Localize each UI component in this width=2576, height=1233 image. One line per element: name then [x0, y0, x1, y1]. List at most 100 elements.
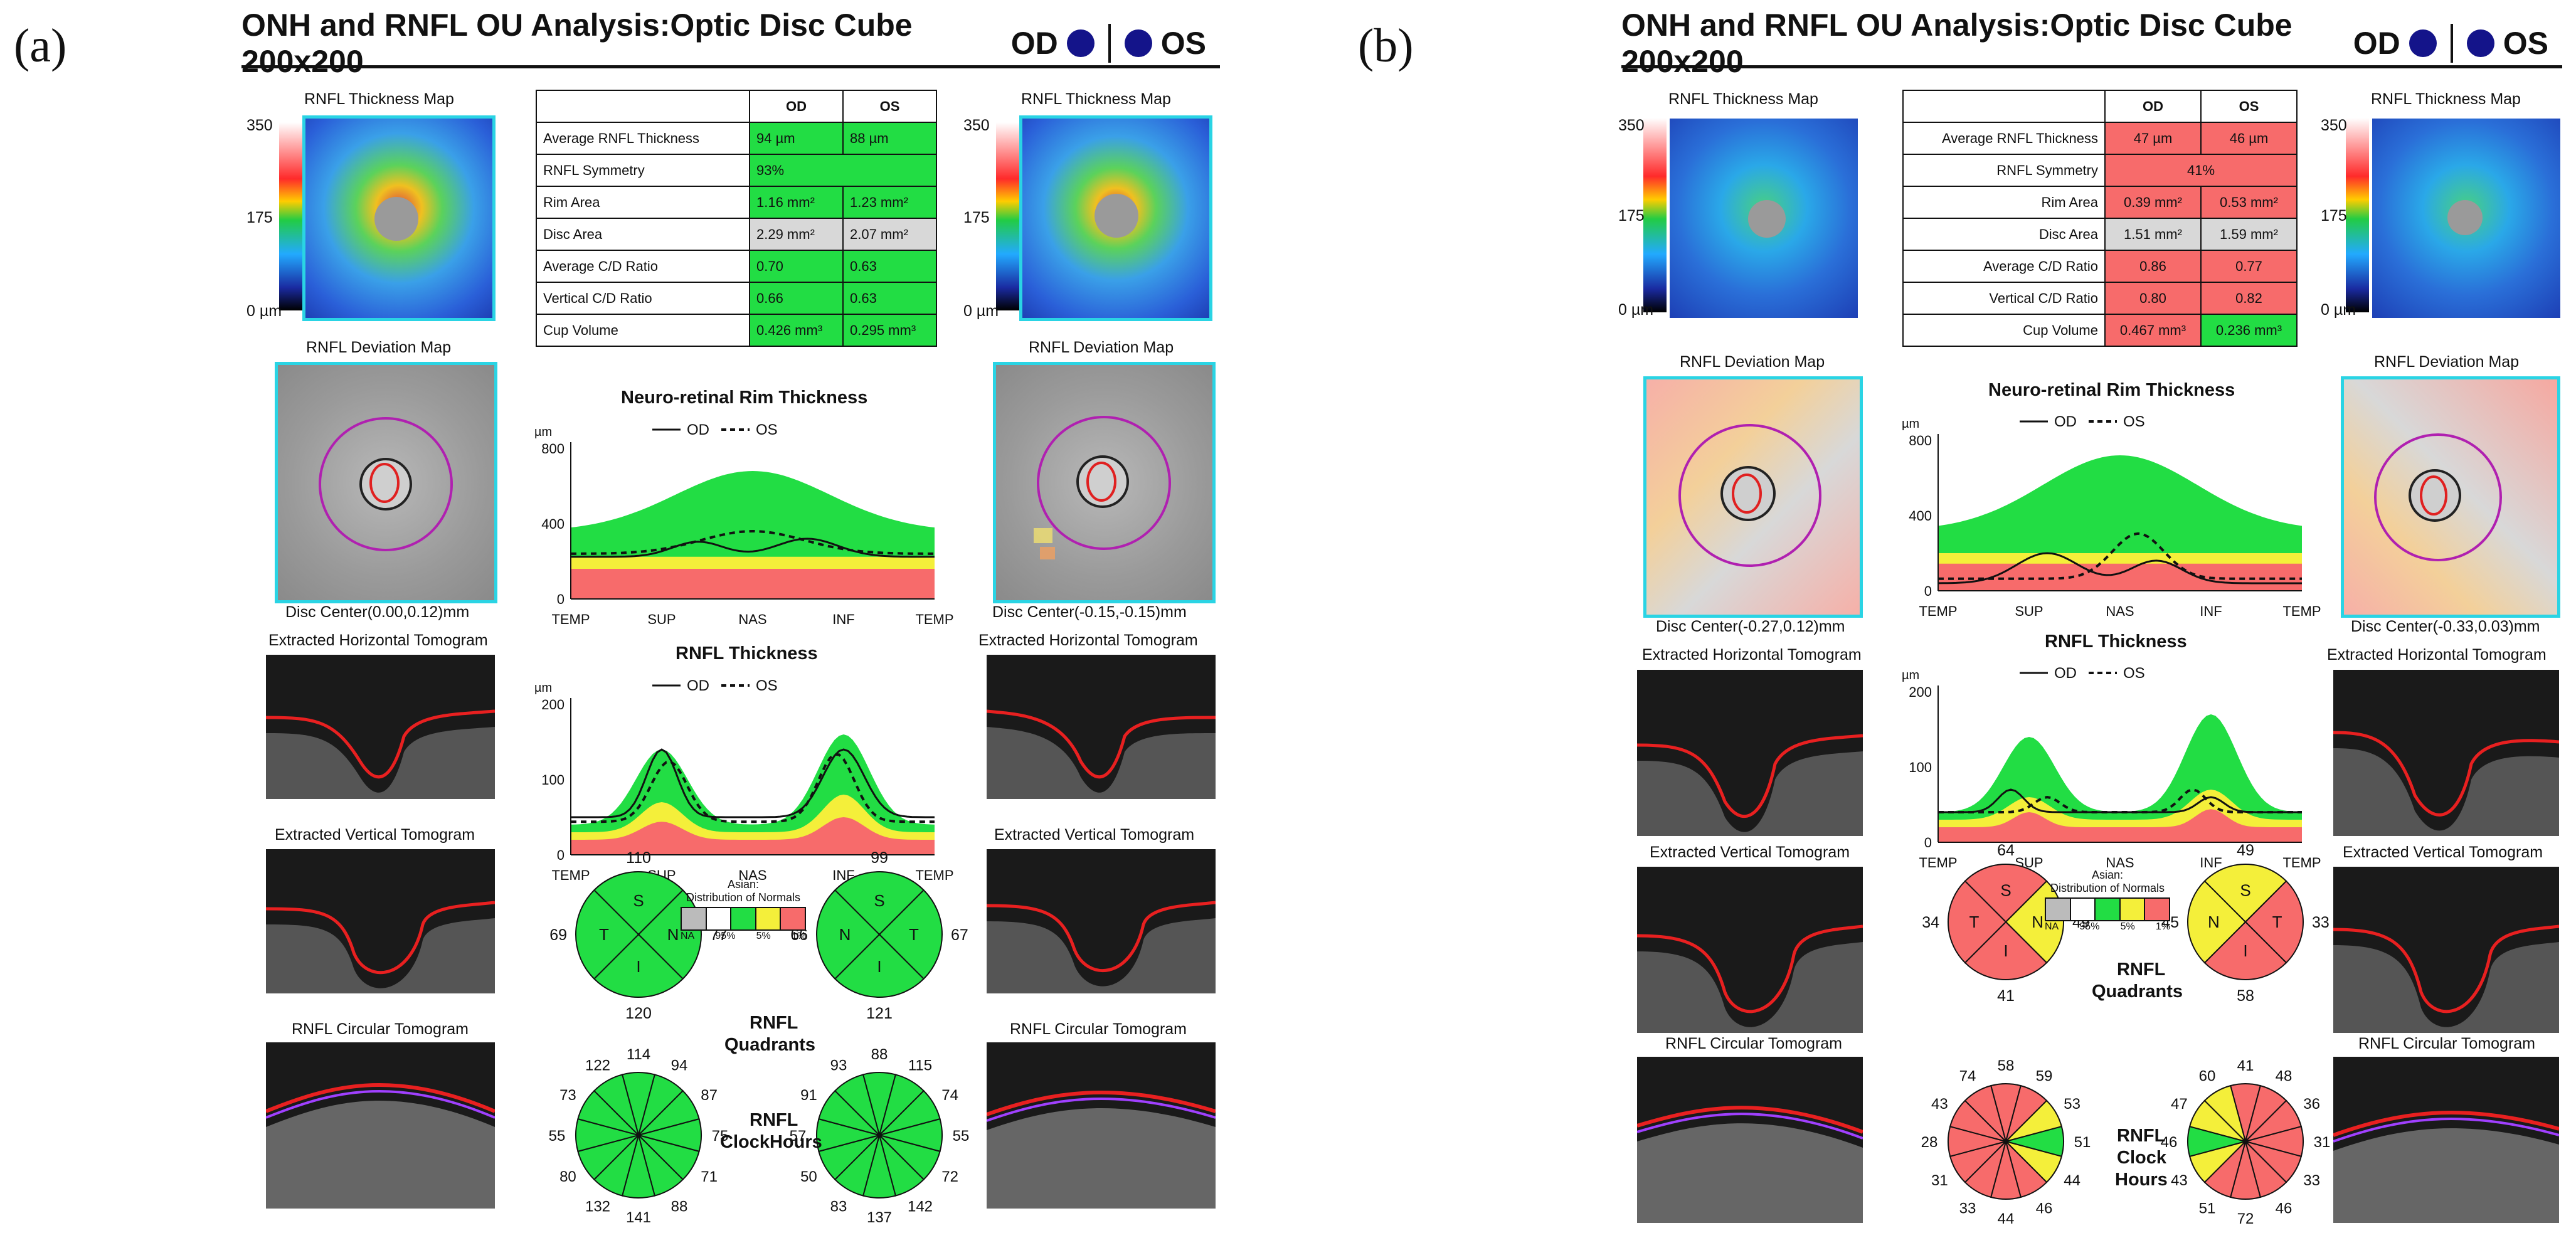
- os-horizontal-tomogram: [2333, 670, 2559, 836]
- x-tick-label: NAS: [2106, 855, 2134, 871]
- os-scale-tick-0: 0 µm: [2321, 301, 2356, 319]
- quadrant-letter: S: [2240, 881, 2250, 900]
- quadrant-letter: S: [874, 891, 884, 910]
- quadrant-letter: T: [2272, 913, 2282, 931]
- cell-os: 0.82: [2200, 282, 2298, 315]
- od-optic-disc: [374, 197, 418, 241]
- x-tick-label: TEMP: [2282, 855, 2321, 871]
- od-vertical-tomogram: [266, 849, 495, 993]
- metrics-table-b: OD OS Average RNFL Thickness 47 µm 46 µm RN…: [1902, 90, 2298, 347]
- y-unit-label: µm: [1902, 669, 1919, 682]
- od-dot-icon: [2409, 29, 2437, 57]
- cell-od: 94 µm: [749, 122, 844, 155]
- os-scale-tick-0: 0 µm: [963, 302, 999, 320]
- od-vertical-tomogram: [1637, 867, 1863, 1033]
- clock-value: 55: [953, 1128, 970, 1145]
- x-tick-label: TEMP: [551, 611, 590, 627]
- quadrant-value: 49: [2237, 842, 2254, 859]
- quadrant-value: 69: [549, 926, 567, 944]
- clock-value: 87: [701, 1087, 718, 1104]
- x-tick-label: SUP: [2015, 603, 2043, 619]
- normals-tick: 95%: [2079, 921, 2100, 932]
- legend-os-label: OS: [756, 677, 778, 694]
- od-vertical-tomo-caption: Extracted Vertical Tomogram: [275, 826, 475, 844]
- clock-value: 48: [2276, 1067, 2292, 1084]
- clock-value: 57: [790, 1128, 807, 1145]
- od-eye: OD: [2340, 25, 2451, 61]
- clock-value: 80: [559, 1168, 576, 1185]
- quadrant-letter: N: [839, 925, 851, 944]
- y-tick-label: 200: [1909, 684, 1932, 700]
- os-deviation-map: [2341, 376, 2560, 618]
- clock-value: 33: [1959, 1200, 1976, 1217]
- cell-od: 0.426 mm³: [749, 314, 844, 347]
- cell-od: 47 µm: [2104, 122, 2202, 155]
- cell-os: 0.295 mm³: [842, 314, 937, 347]
- od-horizontal-tomo-caption: Extracted Horizontal Tomogram: [1642, 646, 1862, 664]
- os-scale-tick-350: 350: [963, 117, 990, 134]
- metrics-table-a: OD OS Average RNFL Thickness 94 µm 88 µm RN…: [536, 90, 937, 347]
- col-od: OD: [749, 90, 844, 123]
- quadrant-value: 58: [2237, 987, 2254, 1005]
- clock-value: 31: [2314, 1134, 2331, 1151]
- col-os: OS: [842, 90, 937, 123]
- quadrant-sector: [834, 871, 925, 936]
- cell-os: 0.63: [842, 282, 937, 315]
- quadrants-label-2: Quadrants: [724, 1035, 816, 1055]
- clock-sector: [2203, 1084, 2247, 1144]
- clock-value: 47: [2171, 1096, 2188, 1113]
- quadrant-letter: N: [667, 925, 679, 944]
- normals-tick: NA: [681, 931, 695, 941]
- cell-symmetry: 93%: [749, 154, 937, 187]
- x-tick-label: TEMP: [1919, 855, 1957, 871]
- quadrant-letter: S: [633, 891, 644, 910]
- os-horizontal-tomogram: [987, 655, 1216, 799]
- os-circular-tomo-caption: RNFL Circular Tomogram: [2358, 1035, 2536, 1052]
- normals-legend: Asian: Distribution of Normals NA 95% 5% 1%: [2045, 869, 2170, 933]
- x-tick-label: INF: [832, 611, 854, 627]
- y-tick-label: 0: [557, 847, 564, 863]
- legend-od-label: OD: [2054, 665, 2077, 682]
- panel-b: (b) ONH and RNFL OU Analysis:Optic Disc …: [1305, 0, 2576, 1233]
- x-tick-label: INF: [2200, 855, 2222, 871]
- clock-value: 72: [941, 1168, 958, 1185]
- header-divider: [1108, 24, 1111, 63]
- clock-value: 44: [2064, 1172, 2080, 1189]
- os-vertical-tomogram: [987, 849, 1216, 993]
- os-label: OS: [1160, 26, 1206, 61]
- os-horizontal-tomo-caption: Extracted Horizontal Tomogram: [978, 632, 1198, 649]
- row-label: Vertical C/D Ratio: [1902, 282, 2106, 315]
- normal-red-band: [1938, 563, 2302, 591]
- quadrant-sector: [593, 933, 684, 998]
- cell-od: 1.16 mm²: [749, 186, 844, 219]
- normals-tick: 95%: [715, 931, 736, 941]
- quadrant-sector: [1964, 921, 2048, 980]
- os-thickness-map-caption: RNFL Thickness Map: [1021, 90, 1171, 108]
- quadrant-value: 41: [1997, 987, 2015, 1005]
- x-tick-label: INF: [2200, 603, 2222, 619]
- quadrant-value: 33: [2312, 914, 2330, 931]
- x-tick-label: NAS: [738, 867, 766, 883]
- od-curve: [571, 748, 935, 818]
- clock-value: 41: [2237, 1057, 2254, 1074]
- clock-value: 36: [2303, 1096, 2320, 1113]
- x-tick-label: TEMP: [915, 867, 953, 883]
- clock-value: 142: [908, 1199, 933, 1215]
- od-optic-disc: [1748, 200, 1786, 238]
- cell-od: 2.29 mm²: [749, 218, 844, 251]
- clock-value: 115: [908, 1057, 932, 1074]
- normal-red-band: [571, 569, 935, 599]
- y-tick-label: 0: [1924, 583, 1932, 599]
- os-scale-tick-175: 175: [2321, 207, 2347, 225]
- os-label: OS: [2503, 26, 2548, 61]
- legend-od-label: OD: [687, 421, 709, 438]
- od-color-scale: [279, 122, 304, 310]
- quadrant-sector: [878, 889, 943, 980]
- clock-value: 55: [549, 1128, 566, 1145]
- figure-label-a: (a): [14, 19, 67, 72]
- row-label: Rim Area: [536, 186, 750, 219]
- normals-title-2: Distribution of Normals: [2050, 882, 2165, 894]
- normals-tick: 1%: [2155, 921, 2170, 932]
